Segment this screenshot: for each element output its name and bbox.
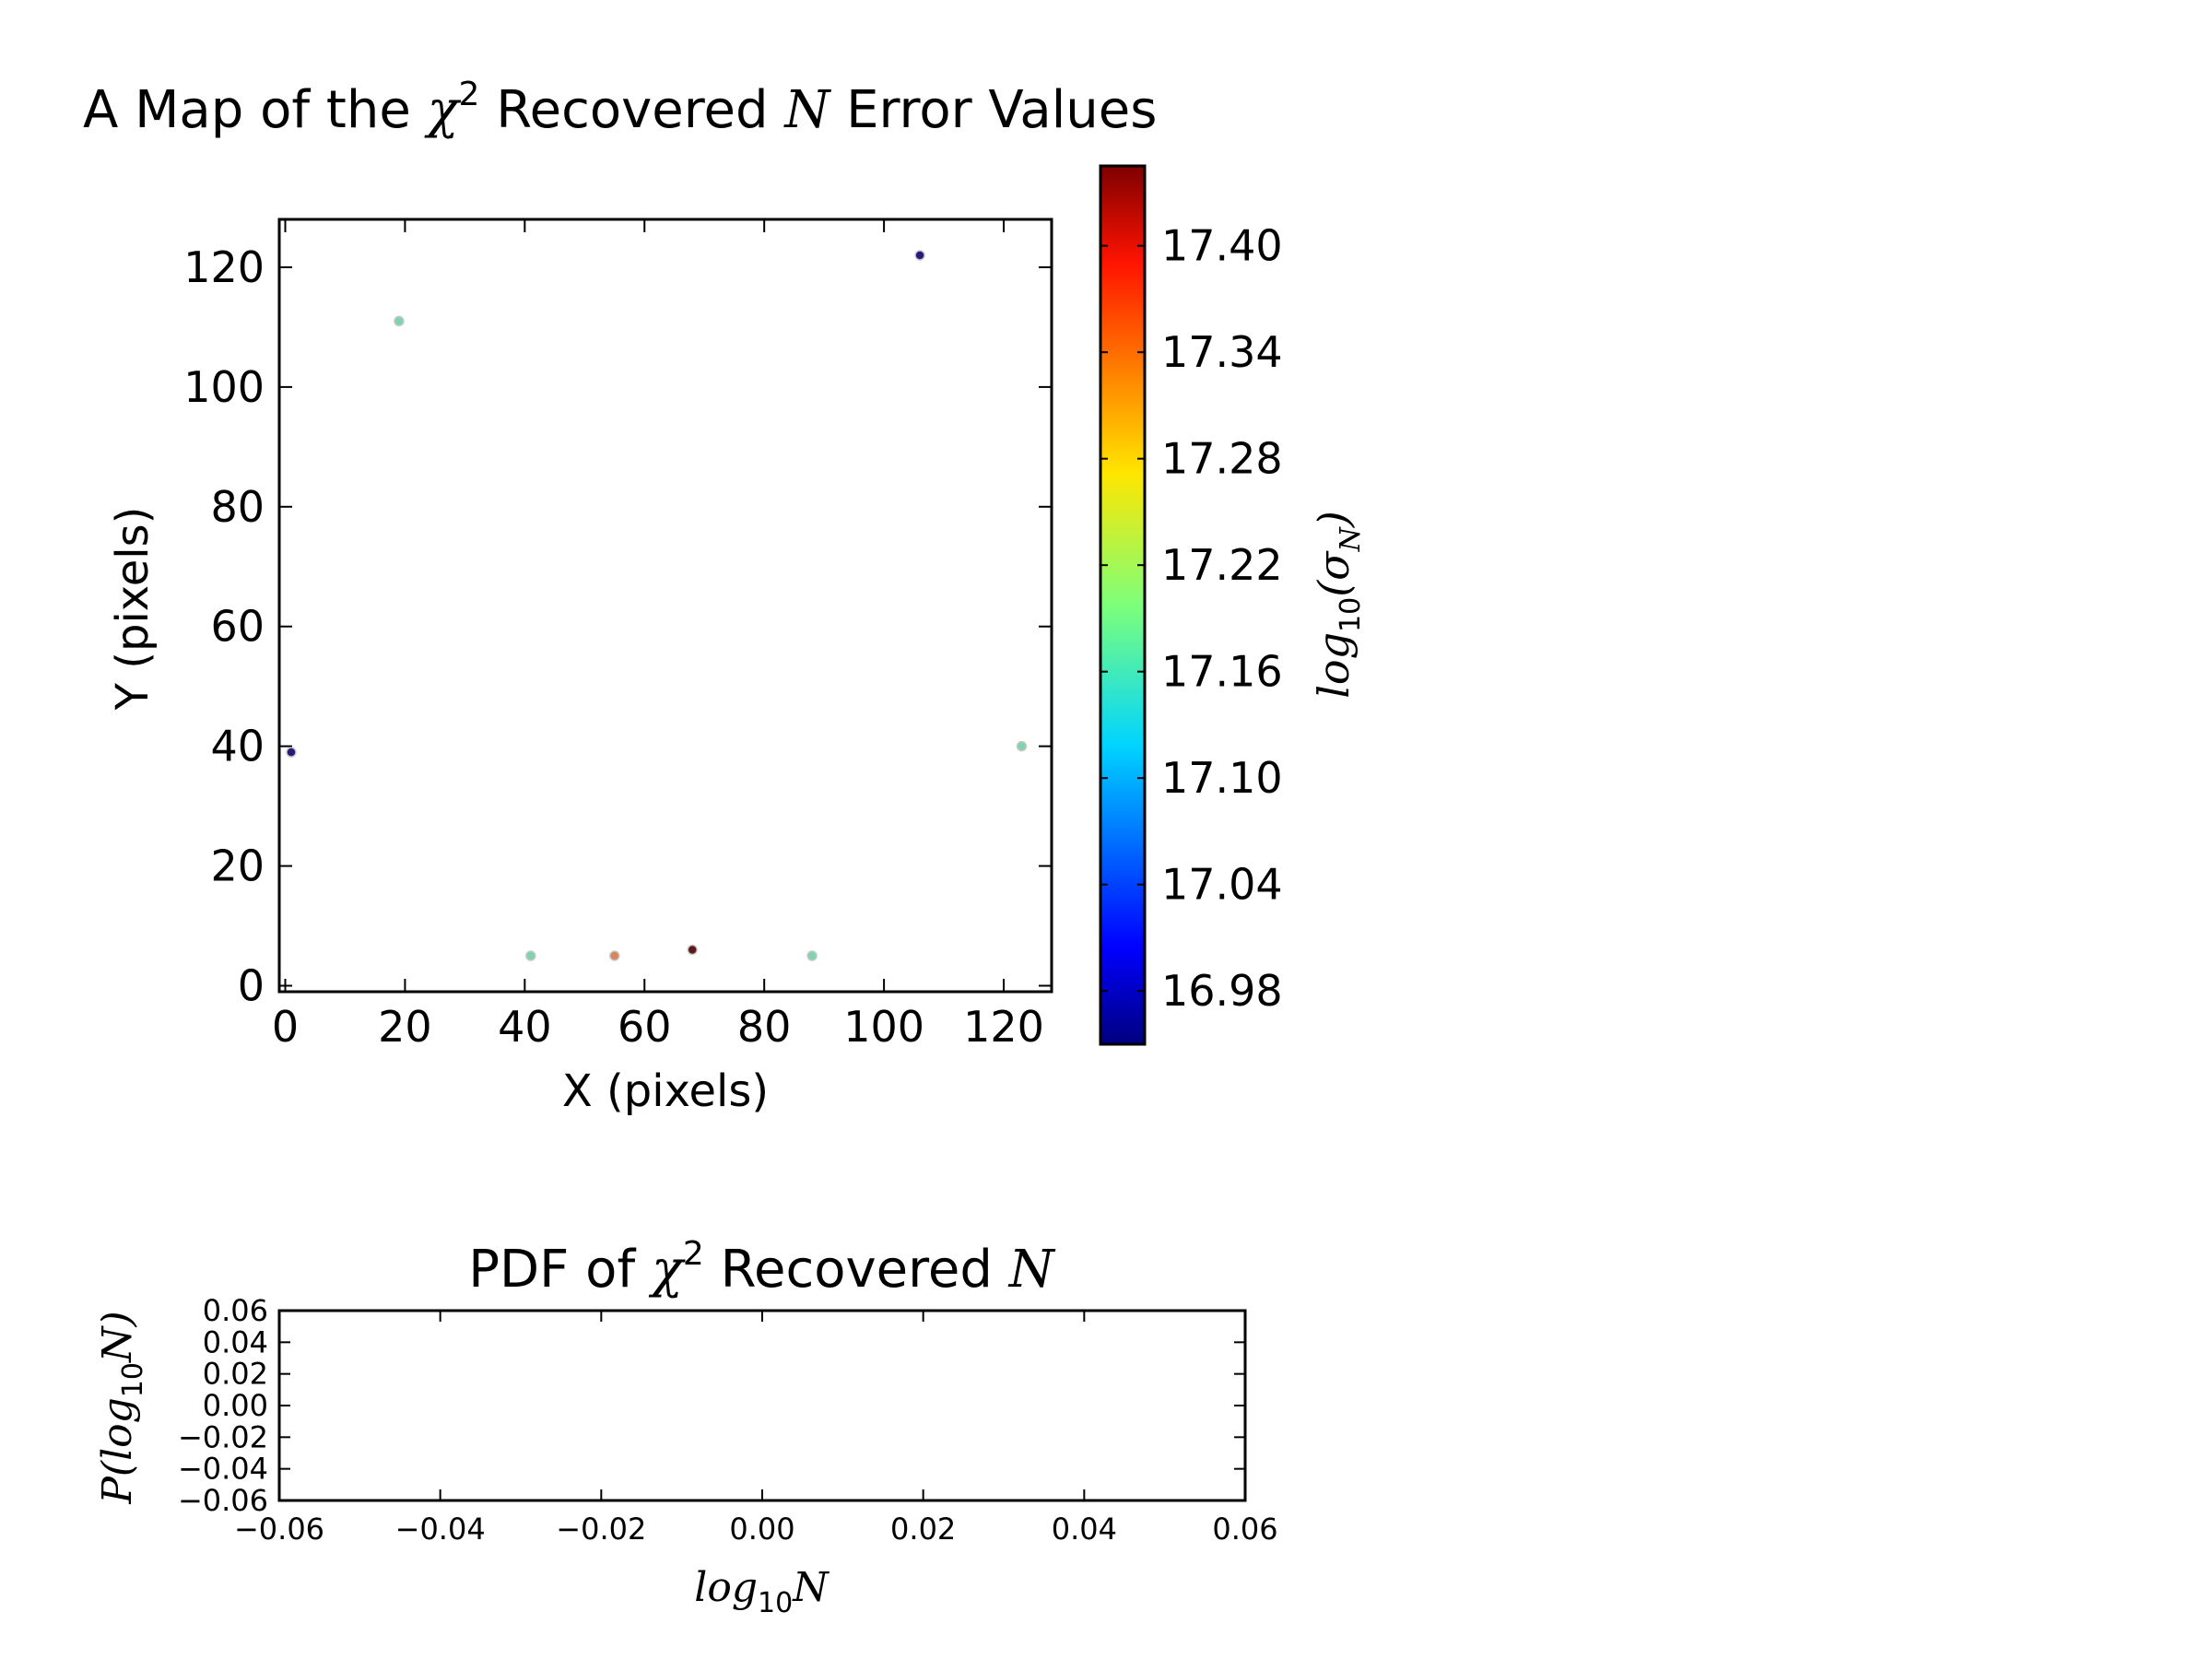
map-point: [687, 944, 698, 956]
colorbar-tick-label: 16.98: [1161, 966, 1283, 1016]
colorbar-tick-label: 17.16: [1161, 647, 1283, 697]
colorbar-gradient: [1099, 164, 1147, 1046]
map-x-axis-label: X (pixels): [562, 1065, 769, 1117]
map-x-tick-label: 80: [737, 1002, 792, 1052]
map-y-tick-label: 20: [210, 841, 265, 891]
pdf-ticks: −0.06 −0.04 −0.02 0.00 0.02 0.04 0.06−0.06−0.0…: [178, 1293, 1278, 1547]
pdf-x-tick-label: 0.06: [1212, 1512, 1277, 1547]
map-point: [394, 315, 405, 327]
pdf-plot-frame: [277, 1309, 1247, 1502]
pdf-y-tick-label: 0.04: [203, 1324, 268, 1359]
map-point: [914, 250, 925, 261]
pdf-y-tick-label: 0.06: [203, 1293, 268, 1328]
map-x-tick-label: 40: [498, 1002, 552, 1052]
map-y-tick-label: 100: [183, 362, 265, 412]
pdf-x-tick-label: −0.04: [395, 1512, 486, 1547]
map-x-tick-label: 100: [843, 1002, 924, 1052]
map-plot-frame: [277, 218, 1053, 994]
pdf-x-tick-label: 0.04: [1052, 1512, 1117, 1547]
pdf-title: PDF of χ2 Recovered N: [468, 1235, 1055, 1300]
map-x-tick-label: 60: [618, 1002, 672, 1052]
map-point: [286, 747, 297, 758]
colorbar-tick-label: 17.04: [1161, 860, 1283, 910]
map-y-tick-label: 40: [210, 722, 265, 771]
map-points: [286, 250, 1028, 961]
map-point: [609, 950, 620, 961]
pdf-x-tick-label: −0.02: [556, 1512, 646, 1547]
colorbar: 16.98 17.04 17.10 17.16 17.22 17.28 17.34 17.40…: [1099, 164, 1367, 1046]
map-panel: A Map of the χ2 Recovered N Error Values…: [83, 76, 1367, 1117]
map-x-tick-label: 0: [272, 1002, 299, 1052]
pdf-panel: PDF of χ2 Recovered N −0.06 −0.04 −0.02 0.0…: [94, 1235, 1278, 1619]
colorbar-label: log10(σN): [1309, 511, 1367, 699]
map-ticks: 0 20 40 60 80 100 120 0 20 40 60 80 100 120: [183, 219, 1052, 1052]
map-y-axis-label: Y (pixels): [107, 507, 159, 712]
pdf-x-tick-label: 0.00: [729, 1512, 794, 1547]
colorbar-tick-label: 17.40: [1161, 221, 1283, 271]
map-x-tick-label: 20: [378, 1002, 432, 1052]
colorbar-tick-label: 17.28: [1161, 434, 1283, 484]
pdf-x-axis-label: log10N: [694, 1564, 830, 1619]
colorbar-tick-label: 17.34: [1161, 327, 1283, 377]
pdf-x-tick-label: 0.02: [890, 1512, 956, 1547]
map-x-tick-label: 120: [963, 1002, 1044, 1052]
map-title: A Map of the χ2 Recovered N Error Values: [83, 76, 1157, 140]
pdf-y-tick-label: −0.06: [178, 1483, 268, 1518]
pdf-x-tick-label: −0.06: [234, 1512, 324, 1547]
map-y-tick-label: 120: [183, 242, 265, 292]
pdf-y-tick-label: 0.02: [203, 1357, 268, 1392]
pdf-y-tick-label: 0.00: [203, 1388, 268, 1423]
colorbar-tick-label: 17.22: [1161, 540, 1283, 590]
map-y-tick-label: 60: [210, 602, 265, 652]
pdf-y-tick-label: −0.04: [178, 1452, 268, 1487]
colorbar-tick-label: 17.10: [1161, 753, 1283, 803]
colorbar-ticks: 16.98 17.04 17.10 17.16 17.22 17.28 17.34 17.40: [1100, 221, 1283, 1016]
map-y-tick-label: 80: [210, 482, 265, 532]
map-y-tick-label: 0: [238, 961, 265, 1011]
pdf-y-tick-label: −0.02: [178, 1419, 268, 1454]
map-point: [806, 950, 818, 961]
pdf-y-axis-label: P(log10N): [94, 1311, 149, 1504]
map-point: [525, 950, 536, 961]
map-point: [1016, 740, 1028, 752]
